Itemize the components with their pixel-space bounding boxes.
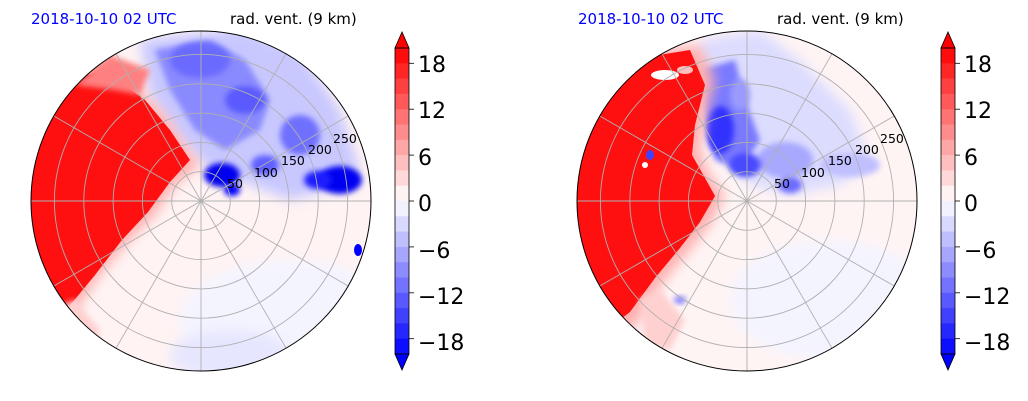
colorbar-level (395, 216, 409, 233)
colorbar-level (395, 78, 409, 95)
colorbar-extend-min (394, 353, 410, 371)
colorbar-tick-label: −12 (964, 285, 1010, 310)
colorbar-level (395, 185, 409, 202)
right-range-label: 250 (880, 131, 904, 146)
colorbar-tick-label: −18 (418, 331, 464, 356)
left-polar-grid (31, 31, 371, 371)
left-range-label: 250 (333, 131, 357, 146)
colorbar-level (941, 308, 955, 324)
colorbar-level (395, 155, 409, 171)
colorbar-level (395, 277, 409, 294)
colorbar-tick-label: 6 (418, 146, 432, 171)
colorbar-level (941, 170, 955, 187)
left-range-label: 200 (308, 142, 332, 157)
colorbar-level (395, 246, 409, 263)
colorbar-level (941, 48, 955, 64)
right-panel: 2018-10-10 02 UTC rad. vent. (9 km) (576, 10, 1010, 372)
left-title: rad. vent. (9 km) (230, 10, 357, 28)
colorbar-tick-label: 0 (964, 192, 978, 217)
right-range-label: 150 (828, 153, 852, 168)
colorbar-level (941, 277, 955, 294)
colorbar-tick-label: 12 (418, 99, 446, 124)
right-range-label: 100 (801, 165, 825, 180)
colorbar-tick-label: −12 (418, 285, 464, 310)
left-range-label: 50 (227, 176, 243, 191)
right-colorbar-ticks: 18 12 6 0 −6 −12 −18 (964, 53, 1010, 356)
colorbar-tick-label: 0 (418, 192, 432, 217)
colorbar-level (941, 246, 955, 263)
colorbar-level (395, 323, 409, 340)
colorbar-extend-max (394, 31, 410, 49)
colorbar-level (395, 109, 409, 125)
colorbar-level (941, 231, 955, 248)
colorbar-level (941, 292, 955, 309)
colorbar-level (941, 216, 955, 233)
colorbar-level (941, 78, 955, 95)
right-polar-frame (576, 30, 918, 372)
colorbar-level (395, 63, 409, 80)
colorbar-level (941, 139, 955, 156)
colorbar-extend-min (940, 353, 956, 371)
left-polar-frame (30, 30, 372, 372)
right-polar-grid (577, 31, 917, 371)
colorbar-level (941, 323, 955, 340)
colorbar-level (941, 124, 955, 141)
right-polar-field (577, 31, 917, 371)
right-range-labels: 50 100 150 200 250 (774, 131, 904, 191)
colorbar-extend-max (940, 31, 956, 49)
colorbar-level (395, 139, 409, 156)
right-title: rad. vent. (9 km) (777, 10, 904, 28)
left-colorbar-ticks: 18 12 6 0 −6 −12 −18 (418, 53, 464, 356)
colorbar-level (395, 262, 409, 278)
colorbar-level (941, 63, 955, 80)
right-time-label: 2018-10-10 02 UTC (578, 10, 724, 28)
colorbar-level (941, 338, 955, 355)
colorbar-level (395, 201, 409, 217)
left-colorbar: 18 12 6 0 −6 −12 −18 (394, 31, 464, 371)
colorbar-tick-label: 12 (964, 99, 992, 124)
colorbar-level (941, 262, 955, 278)
colorbar-tick-label: 18 (964, 53, 992, 78)
left-range-label: 150 (281, 153, 305, 168)
colorbar-tick-label: 6 (964, 146, 978, 171)
colorbar-level (941, 201, 955, 217)
left-panel: 2018-10-10 02 UTC rad. vent. (9 km) (30, 10, 464, 372)
colorbar-level (941, 109, 955, 125)
left-range-labels: 50 100 150 200 250 (227, 131, 357, 191)
colorbar-level (395, 338, 409, 355)
colorbar-level (395, 292, 409, 309)
right-range-label: 200 (855, 142, 879, 157)
colorbar-level (395, 231, 409, 248)
colorbar-level (941, 93, 955, 110)
colorbar-level (395, 93, 409, 110)
colorbar-level (395, 48, 409, 64)
colorbar-tick-label: 18 (418, 53, 446, 78)
left-polar-field (31, 31, 371, 371)
colorbar-level (395, 308, 409, 324)
right-colorbar: 18 12 6 0 −6 −12 −18 (940, 31, 1010, 371)
colorbar-tick-label: −6 (418, 239, 450, 264)
right-range-label: 50 (774, 176, 790, 191)
colorbar-level (395, 124, 409, 141)
colorbar-level (941, 155, 955, 171)
colorbar-tick-label: −18 (964, 331, 1010, 356)
colorbar-level (941, 185, 955, 202)
colorbar-tick-label: −6 (964, 239, 996, 264)
left-range-label: 100 (254, 165, 278, 180)
left-time-label: 2018-10-10 02 UTC (31, 10, 177, 28)
colorbar-level (395, 170, 409, 187)
